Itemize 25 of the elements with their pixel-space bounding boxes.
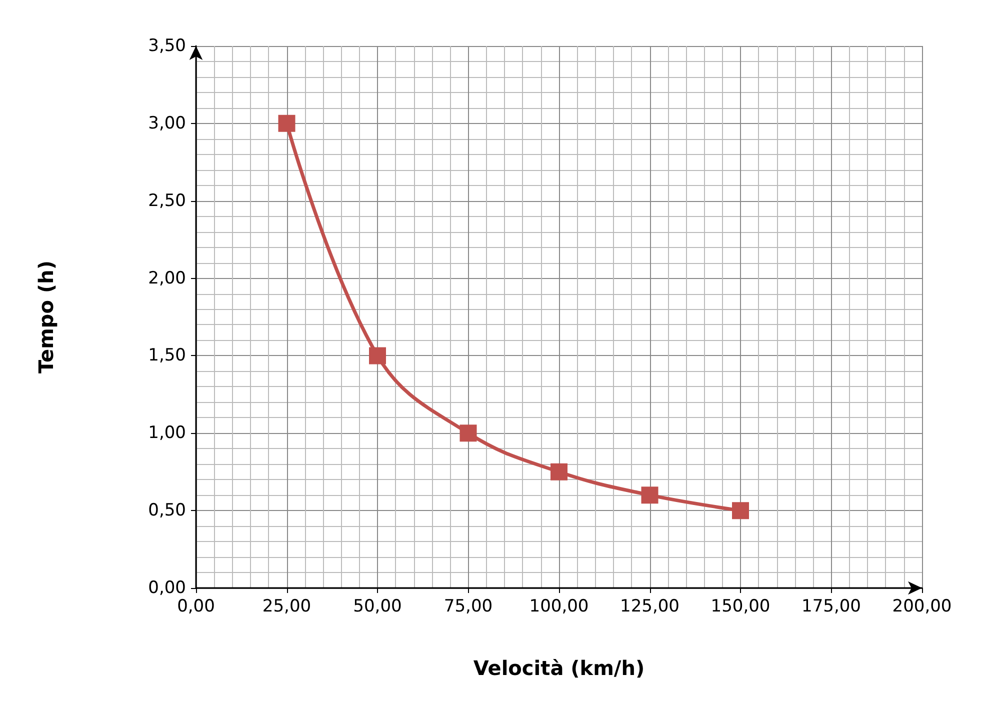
x-tick-label: 125,00 (620, 596, 680, 616)
point (460, 424, 477, 442)
y-tick-label: 3,00 (148, 113, 186, 134)
y-tick-label: 1,50 (148, 346, 186, 366)
x-tick-label: 25,00 (262, 596, 312, 616)
y-tick-label: 0,00 (148, 578, 186, 598)
point (278, 114, 296, 132)
y-tick-label: 3,50 (148, 36, 186, 56)
x-tick-label: 100,00 (529, 596, 589, 616)
point (641, 486, 658, 504)
x-tick-label: 150,00 (710, 596, 770, 616)
x-tick-label: 200,00 (892, 596, 952, 616)
point (550, 463, 568, 480)
y-tick-label: 2,50 (148, 190, 186, 211)
x-tick-label: 0,00 (177, 596, 215, 616)
point (369, 347, 386, 364)
y-tick-label: 2,00 (148, 268, 186, 288)
x-tick-label: 50,00 (353, 596, 402, 616)
x-tick-label: 75,00 (444, 596, 493, 616)
point (732, 502, 749, 520)
y-tick-label: 1,00 (148, 423, 186, 444)
x-axis-title: Velocità (km/h) (473, 656, 645, 680)
y-tick-label: 0,50 (148, 500, 186, 521)
x-tick-label: 175,00 (802, 596, 861, 616)
y-axis-title: Tempo (h) (34, 260, 58, 374)
